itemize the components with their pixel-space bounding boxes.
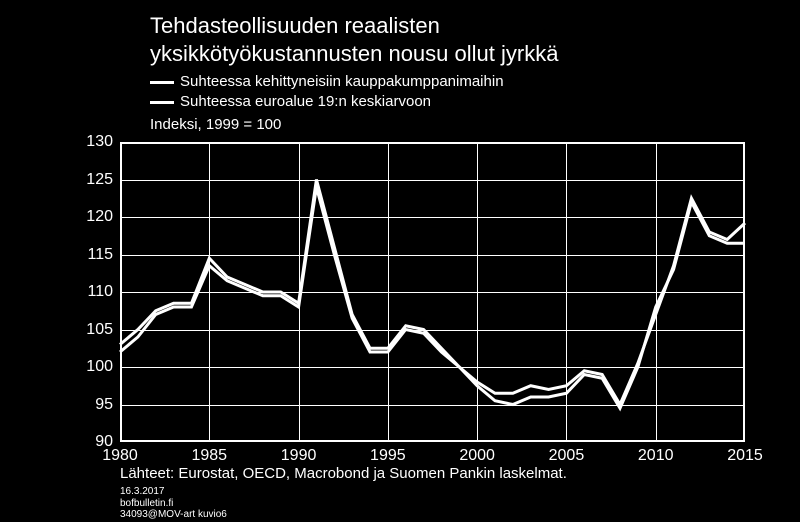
- legend-label-b: Suhteessa euroalue 19:n keskiarvoon: [180, 92, 431, 112]
- x-tick-label: 2015: [727, 447, 763, 465]
- y-tick-label: 100: [86, 358, 113, 376]
- legend-item-b: Suhteessa euroalue 19:n keskiarvoon: [150, 92, 504, 112]
- chart-title: Tehdasteollisuuden reaalisten yksikkötyö…: [150, 12, 558, 67]
- y-tick-label: 105: [86, 321, 113, 339]
- y-tick-label: 120: [86, 208, 113, 226]
- legend-label-a: Suhteessa kehittyneisiin kauppakumppanim…: [180, 72, 504, 92]
- footer-ref: 34093@MOV-art kuvio6: [120, 509, 227, 520]
- title-line-1: Tehdasteollisuuden reaalisten: [150, 13, 440, 38]
- chart-container: Tehdasteollisuuden reaalisten yksikkötyö…: [0, 0, 800, 522]
- legend-swatch-b: [150, 101, 174, 104]
- y-tick-label: 95: [95, 396, 113, 414]
- y-tick-label: 130: [86, 133, 113, 151]
- plot-area: 9095100105110115120125130198019851990199…: [120, 142, 745, 442]
- title-line-2: yksikkötyökustannusten nousu ollut jyrkk…: [150, 41, 558, 66]
- x-tick-label: 1990: [281, 447, 317, 465]
- y-tick-label: 110: [87, 283, 113, 301]
- x-tick-label: 1995: [370, 447, 406, 465]
- sources-text: Lähteet: Eurostat, OECD, Macrobond ja Su…: [120, 465, 567, 482]
- x-tick-label: 1980: [102, 447, 138, 465]
- legend: Suhteessa kehittyneisiin kauppakumppanim…: [150, 72, 504, 113]
- legend-item-a: Suhteessa kehittyneisiin kauppakumppanim…: [150, 72, 504, 92]
- legend-swatch-a: [150, 81, 174, 84]
- x-tick-label: 2000: [459, 447, 495, 465]
- footer-meta: 16.3.2017 bofbulletin.fi 34093@MOV-art k…: [120, 486, 227, 521]
- x-tick-label: 2005: [549, 447, 585, 465]
- y-tick-label: 125: [86, 171, 113, 189]
- index-caption: Indeksi, 1999 = 100: [150, 116, 281, 133]
- footer-date: 16.3.2017: [120, 486, 165, 497]
- line-series: [120, 142, 745, 442]
- x-tick-label: 2010: [638, 447, 674, 465]
- y-tick-label: 115: [87, 246, 113, 264]
- footer-site: bofbulletin.fi: [120, 498, 173, 509]
- x-tick-label: 1985: [191, 447, 227, 465]
